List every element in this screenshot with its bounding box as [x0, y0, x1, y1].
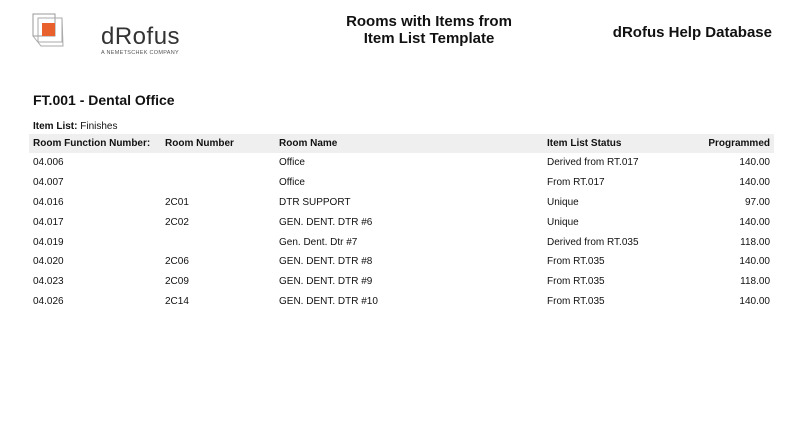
cell-item-list-status: Unique: [547, 216, 579, 228]
logo-subtext: A NEMETSCHEK COMPANY: [101, 50, 180, 56]
cell-room-function-number: 04.023: [33, 276, 64, 288]
cell-room-function-number: 04.026: [33, 295, 64, 307]
cell-room-name: Office: [279, 157, 305, 169]
table-row: 04.016 2C01 DTR SUPPORT Unique 97.00: [29, 193, 774, 213]
cell-programmed: 97.00: [744, 196, 770, 208]
item-list-value: Finishes: [80, 121, 118, 132]
cell-room-number: 2C14: [165, 295, 189, 307]
logo-text: dRofus: [101, 23, 181, 50]
logo-cube-icon: [32, 13, 64, 47]
database-name: dRofus Help Database: [612, 24, 772, 41]
cell-room-name: GEN. DENT. DTR #6: [279, 216, 373, 228]
table-row: 04.026 2C14 GEN. DENT. DTR #10 From RT.035 1…: [29, 292, 774, 312]
cell-programmed: 140.00: [739, 295, 770, 307]
table-row: 04.007 Office From RT.017 140.00: [29, 173, 774, 193]
col-room-name: Room Name: [275, 134, 543, 153]
cell-item-list-status: From RT.035: [547, 276, 605, 288]
col-room-function-number: Room Function Number:: [29, 134, 161, 153]
cell-programmed: 140.00: [739, 256, 770, 268]
cell-room-name: GEN. DENT. DTR #9: [279, 276, 373, 288]
item-list-label: Item List:: [33, 121, 78, 132]
cell-programmed: 140.00: [739, 177, 770, 189]
cell-room-name: GEN. DENT. DTR #8: [279, 256, 373, 268]
cell-room-number: 2C02: [165, 216, 189, 228]
table-row: 04.006 Office Derived from RT.017 140.00: [29, 153, 774, 173]
cell-item-list-status: From RT.035: [547, 295, 605, 307]
cell-room-number: 2C01: [165, 196, 189, 208]
cell-item-list-status: Derived from RT.035: [547, 236, 639, 248]
cell-programmed: 118.00: [740, 276, 770, 288]
cell-room-function-number: 04.019: [33, 236, 64, 248]
cell-room-function-number: 04.016: [33, 196, 64, 208]
cell-room-name: GEN. DENT. DTR #10: [279, 295, 378, 307]
cell-room-number: [161, 232, 275, 252]
table-row: 04.020 2C06 GEN. DENT. DTR #8 From RT.035 14…: [29, 252, 774, 272]
drofus-logo: dRofus A NEMETSCHEK COMPANY: [31, 12, 191, 56]
title-line-2: Item List Template: [363, 30, 495, 47]
table-row: 04.023 2C09 GEN. DENT. DTR #9 From RT.035 11…: [29, 272, 774, 292]
cell-room-function-number: 04.017: [33, 216, 64, 228]
cell-item-list-status: From RT.035: [547, 256, 605, 268]
cell-item-list-status: From RT.017: [547, 177, 605, 189]
cell-item-list-status: Unique: [547, 196, 579, 208]
cell-room-number: 2C06: [165, 256, 189, 268]
cell-room-name: Gen. Dent. Dtr #7: [279, 236, 358, 248]
cell-room-number: [161, 153, 275, 173]
title-line-1: Rooms with Items from: [346, 13, 512, 30]
col-room-number: Room Number: [161, 134, 275, 153]
cell-programmed: 140.00: [739, 157, 770, 169]
table-row: 04.019 Gen. Dent. Dtr #7 Derived from RT.0…: [29, 232, 774, 252]
col-programmed: Programmed: [681, 134, 774, 153]
cell-room-number: 2C09: [165, 276, 189, 288]
report-title: Rooms with Items from Item List Template: [329, 13, 529, 47]
cell-programmed: 140.00: [739, 216, 770, 228]
cell-room-name: Office: [279, 177, 305, 189]
cell-programmed: 118.00: [740, 236, 770, 248]
section-title: FT.001 - Dental Office: [33, 92, 175, 108]
table-row: 04.017 2C02 GEN. DENT. DTR #6 Unique 140.00: [29, 212, 774, 232]
table-header-row: Room Function Number: Room Number Room N…: [29, 134, 774, 153]
rooms-table: Room Function Number: Room Number Room N…: [29, 134, 774, 311]
cell-room-name: DTR SUPPORT: [279, 196, 351, 208]
col-item-list-status: Item List Status: [543, 134, 681, 153]
cell-room-function-number: 04.006: [33, 157, 64, 169]
cell-room-function-number: 04.007: [33, 177, 64, 189]
item-list-info: Item List: Finishes: [33, 121, 117, 132]
cell-item-list-status: Derived from RT.017: [547, 157, 639, 169]
cell-room-function-number: 04.020: [33, 256, 64, 268]
cell-room-number: [161, 173, 275, 193]
